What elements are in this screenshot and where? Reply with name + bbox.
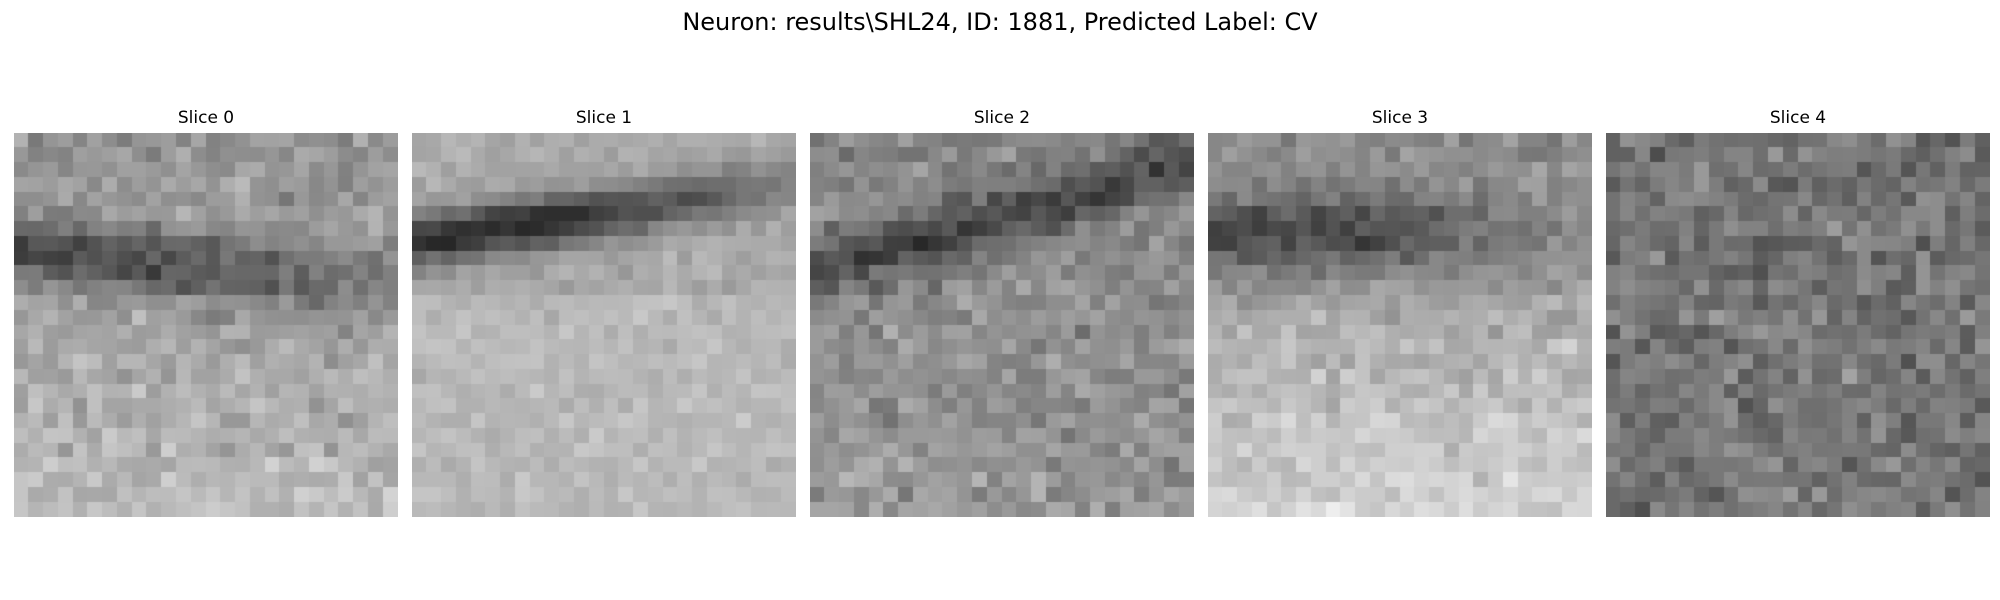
- slice-image-4: [1606, 133, 1990, 517]
- slice-image-2: [810, 133, 1194, 517]
- slice-title: Slice 2: [973, 108, 1031, 128]
- slice-panel-4: Slice 4: [1606, 108, 1990, 517]
- slice-image-3: [1208, 133, 1592, 517]
- slice-panel-1: Slice 1: [412, 108, 796, 517]
- slice-title: Slice 0: [177, 108, 235, 128]
- slice-title: Slice 1: [575, 108, 633, 128]
- slice-panel-2: Slice 2: [810, 108, 1194, 517]
- slice-title: Slice 4: [1769, 108, 1827, 128]
- slice-panel-3: Slice 3: [1208, 108, 1592, 517]
- slice-title: Slice 3: [1371, 108, 1429, 128]
- slice-image-1: [412, 133, 796, 517]
- slice-image-0: [14, 133, 398, 517]
- figure-title: Neuron: results\SHL24, ID: 1881, Predict…: [682, 8, 1318, 36]
- slice-panel-0: Slice 0: [14, 108, 398, 517]
